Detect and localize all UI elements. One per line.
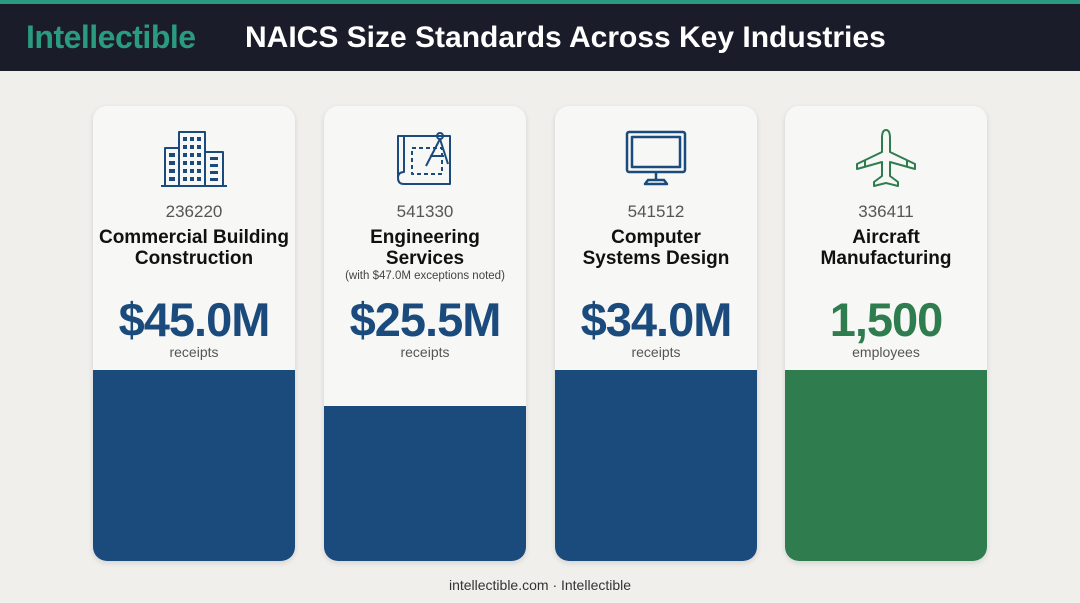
industry-name: Computer Systems Design: [582, 227, 730, 269]
card-bar: [555, 370, 757, 561]
size-standard-value: $34.0M: [580, 293, 733, 346]
airplane-icon: [785, 126, 987, 190]
card-bar: [324, 406, 526, 561]
size-standard-unit: receipts: [631, 344, 681, 360]
industry-card: 541330 Engineering Services (with $47.0M ex…: [324, 106, 526, 561]
building-icon: [93, 126, 295, 190]
naics-code: 541330: [396, 202, 454, 221]
industry-card: 541512 Computer Systems Design $34.0M receip…: [555, 106, 757, 561]
industry-card: 236220 Commercial Building Construction $45…: [93, 106, 295, 561]
size-standard-unit: receipts: [169, 344, 219, 360]
size-standard-unit: receipts: [400, 344, 450, 360]
card-bar: [785, 370, 987, 561]
size-standard-value: $45.0M: [118, 293, 271, 346]
footer-text: intellectible.com · Intellectible: [448, 577, 632, 593]
header-bar: Intellectible NAICS Size Standards Acros…: [0, 0, 1080, 71]
brand-logo: Intellectible: [26, 19, 196, 55]
naics-code: 236220: [165, 202, 223, 221]
naics-code: 541512: [627, 202, 685, 221]
industry-card: 336411 Aircraft Manufacturing 1,500 employee…: [785, 106, 987, 561]
monitor-icon: [555, 126, 757, 190]
industry-name: Commercial Building Construction: [98, 227, 290, 269]
page-title: NAICS Size Standards Across Key Industri…: [245, 21, 886, 54]
size-standard-value: 1,500: [829, 293, 944, 346]
exception-note: (with $47.0M exceptions noted): [345, 270, 505, 282]
naics-code: 336411: [858, 202, 914, 221]
blueprint-icon: [324, 126, 526, 190]
industry-name: Engineering Services: [370, 227, 480, 269]
card-bar: [93, 370, 295, 561]
industry-name: Aircraft Manufacturing: [820, 227, 952, 269]
size-standard-value: $25.5M: [349, 293, 502, 346]
size-standard-unit: employees: [852, 344, 920, 360]
